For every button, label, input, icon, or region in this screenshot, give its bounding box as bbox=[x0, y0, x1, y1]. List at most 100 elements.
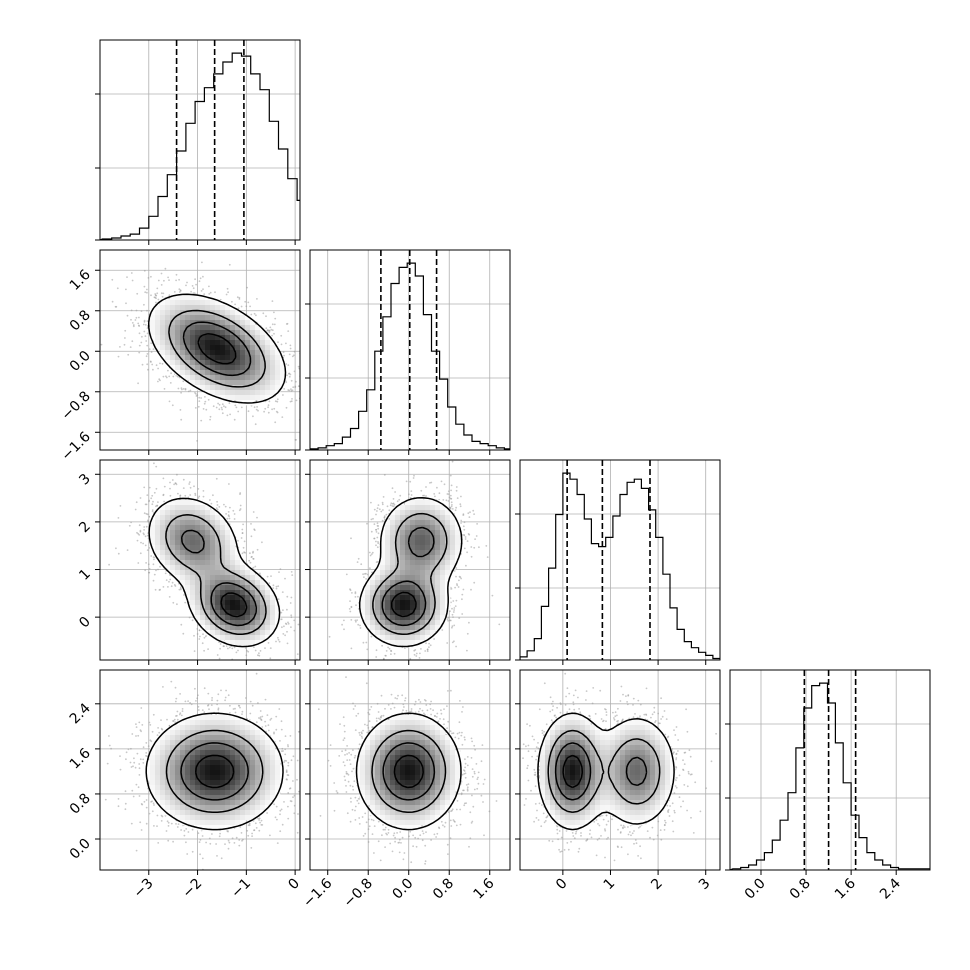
density-cell bbox=[180, 330, 186, 336]
scatter-point bbox=[235, 406, 238, 409]
density-cell bbox=[275, 355, 281, 361]
density-cell bbox=[265, 350, 271, 356]
scatter-point bbox=[147, 368, 149, 371]
ytick-label: 1.6 bbox=[67, 267, 94, 294]
scatter-point bbox=[257, 409, 259, 412]
scatter-point bbox=[134, 319, 137, 321]
density-cell bbox=[230, 380, 236, 386]
scatter-point bbox=[227, 291, 229, 294]
scatter-point bbox=[285, 363, 288, 365]
scatter-point bbox=[116, 287, 119, 290]
density-cell bbox=[250, 330, 256, 336]
density-cell bbox=[245, 335, 251, 341]
panel-frame bbox=[99, 249, 301, 451]
scatter-point bbox=[200, 397, 202, 399]
density-cell bbox=[200, 365, 206, 371]
scatter-point bbox=[235, 651, 238, 654]
density-cell bbox=[275, 360, 281, 366]
scatter-point bbox=[291, 398, 293, 400]
scatter-point bbox=[261, 541, 263, 544]
density-cell bbox=[175, 300, 181, 306]
scatter-point bbox=[127, 353, 130, 356]
scatter-point bbox=[200, 419, 203, 422]
scatter-point bbox=[283, 354, 285, 357]
scatter-point bbox=[312, 390, 314, 392]
scatter-point bbox=[188, 616, 191, 619]
scatter-point bbox=[254, 423, 257, 426]
scatter-point bbox=[155, 364, 158, 367]
density-cell bbox=[170, 350, 176, 356]
density-cell bbox=[275, 350, 281, 356]
scatter-point bbox=[287, 622, 290, 625]
scatter-point bbox=[203, 293, 206, 295]
panel-0-0 bbox=[95, 39, 301, 245]
scatter-point bbox=[138, 332, 141, 335]
scatter-point bbox=[156, 292, 159, 295]
scatter-point bbox=[239, 504, 242, 507]
density-cell bbox=[270, 345, 276, 351]
density-cell bbox=[230, 335, 236, 341]
panel-frame bbox=[99, 39, 301, 241]
scatter-point bbox=[145, 525, 148, 528]
scatter-point bbox=[254, 565, 257, 568]
scatter-point bbox=[148, 486, 151, 489]
scatter-point bbox=[219, 643, 222, 645]
scatter-point bbox=[224, 406, 227, 409]
density-cell bbox=[240, 395, 246, 401]
scatter-point bbox=[273, 332, 275, 335]
scatter-point bbox=[271, 329, 274, 332]
density-cell bbox=[270, 380, 276, 386]
scatter-point bbox=[275, 585, 278, 588]
density-cell bbox=[245, 320, 251, 326]
scatter-point bbox=[140, 541, 142, 544]
scatter-point bbox=[196, 628, 199, 630]
density-cell bbox=[205, 305, 211, 311]
scatter-point bbox=[268, 331, 271, 334]
density-cell bbox=[270, 385, 276, 391]
density-cell bbox=[170, 310, 176, 316]
density-cell bbox=[245, 375, 251, 381]
density-cell bbox=[270, 370, 276, 376]
scatter-point bbox=[130, 318, 132, 321]
scatter-point bbox=[141, 363, 144, 366]
scatter-point bbox=[146, 309, 148, 312]
scatter-point bbox=[321, 604, 323, 606]
scatter-point bbox=[295, 399, 298, 402]
scatter-point bbox=[212, 405, 215, 408]
density-cell bbox=[245, 360, 251, 366]
density-cell bbox=[245, 350, 251, 356]
scatter-point bbox=[200, 290, 203, 292]
density-cell bbox=[160, 310, 166, 316]
density-cell bbox=[155, 330, 161, 336]
scatter-point bbox=[171, 479, 174, 481]
scatter-point bbox=[275, 587, 278, 590]
scatter-point bbox=[286, 595, 289, 598]
scatter-point bbox=[173, 291, 176, 293]
density-cell bbox=[250, 390, 256, 396]
scatter-point bbox=[150, 294, 152, 297]
histogram-0 bbox=[100, 52, 300, 240]
contours bbox=[147, 293, 287, 404]
density-cell bbox=[220, 350, 226, 356]
scatter-point bbox=[225, 513, 227, 515]
scatter-point bbox=[198, 638, 201, 640]
density-cell bbox=[230, 315, 236, 321]
scatter-point bbox=[215, 507, 218, 509]
scatter-point bbox=[293, 370, 296, 373]
density-cell bbox=[260, 360, 266, 366]
density-cell bbox=[265, 365, 271, 371]
scatter-point bbox=[119, 346, 121, 348]
density-cell bbox=[190, 340, 196, 346]
scatter-point bbox=[174, 585, 177, 587]
scatter-point bbox=[220, 406, 223, 409]
scatter-point bbox=[146, 549, 149, 551]
density-cell bbox=[170, 330, 176, 336]
scatter-point bbox=[252, 550, 255, 553]
density-cell bbox=[190, 360, 196, 366]
density-cell bbox=[205, 370, 211, 376]
scatter-point bbox=[289, 344, 292, 347]
scatter-point bbox=[176, 375, 179, 378]
scatter-point bbox=[316, 390, 318, 392]
density-cell bbox=[170, 315, 176, 321]
density-cell bbox=[190, 320, 196, 326]
